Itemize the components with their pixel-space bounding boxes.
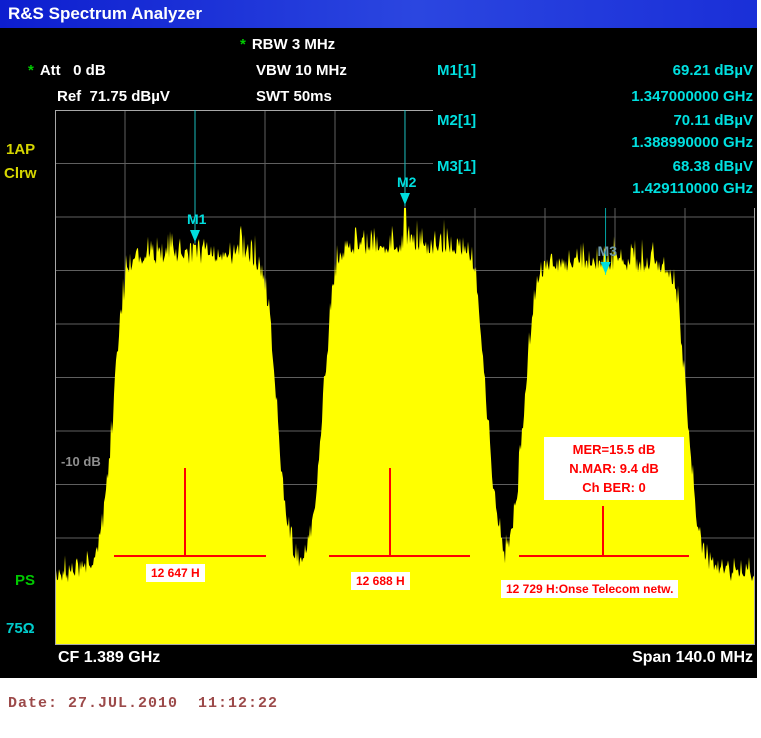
center-frequency-readout: CF 1.389 GHz: [58, 649, 161, 666]
swt-setting: SWT 50ms: [256, 88, 332, 105]
channel-2-horizontal-line: [329, 555, 470, 557]
channel-3-vertical-line: [602, 506, 604, 556]
marker-m1-readout-label: M1[1]: [437, 62, 477, 79]
marker-symbol-M2: [399, 193, 410, 205]
marker-symbol-M3: [600, 262, 611, 274]
span-readout: Span 140.0 MHz: [632, 649, 753, 666]
trace-mode-label-clrw: Clrw: [4, 165, 37, 182]
window-title: R&S Spectrum Analyzer: [8, 4, 202, 23]
marker-symbol-M1: [190, 230, 200, 242]
marker-m2-level: 70.11 dBµV: [673, 112, 753, 129]
date-time-stamp: Date: 27.JUL.2010 11:12:22: [8, 695, 279, 712]
channel-1-vertical-line: [184, 468, 186, 556]
marker-readout-background: [433, 108, 757, 208]
spectrum-plot: M1 M2 M3: [55, 110, 755, 645]
channel-2-label: 12 688 H: [351, 572, 410, 590]
channel-1-horizontal-line: [114, 555, 266, 557]
channel-1-label: 12 647 H: [146, 564, 205, 582]
marker-m3-level: 68.38 dBµV: [672, 158, 753, 175]
channel-3-label: 12 729 H:Onse Telecom netw.: [501, 580, 679, 598]
ps-label: PS: [15, 572, 36, 589]
marker-m1-level: 69.21 dBµV: [672, 62, 753, 79]
impedance-label: 75Ω: [6, 620, 35, 637]
channel-3-horizontal-line: [519, 555, 689, 557]
rbw-value: RBW 3 MHz: [251, 36, 336, 53]
marker-m1-frequency: 1.347000000 GHz: [631, 88, 753, 105]
attenuation-setting: * Att 0 dB: [28, 62, 106, 79]
mer-value: MER=15.5 dB: [572, 442, 656, 457]
rbw-setting: * RBW 3 MHz: [240, 36, 335, 53]
coupled-function-star-icon: *: [28, 62, 34, 79]
window-title-bar: R&S Spectrum Analyzer: [0, 0, 757, 28]
channel-2-vertical-line: [389, 468, 391, 556]
trace-mode-label-1ap: 1AP: [6, 141, 36, 158]
ref-level-setting: Ref 71.75 dBµV: [57, 88, 170, 105]
noise-margin-value: N.MAR: 9.4 dB: [569, 461, 659, 476]
marker-m2-readout-label: M2[1]: [437, 112, 477, 129]
marker-m2-frequency: 1.388990000 GHz: [631, 134, 753, 151]
marker-label-M3: M3: [598, 243, 618, 259]
marker-m3-readout-label: M3[1]: [437, 158, 477, 175]
marker-label-M1: M1: [187, 211, 207, 227]
marker-label-M2: M2: [397, 174, 417, 190]
ref-offset-grid-label: -10 dB: [61, 454, 101, 469]
mer-measurement-box: MER=15.5 dB N.MAR: 9.4 dB Ch BER: 0: [544, 437, 684, 500]
attenuation-value: Att 0 dB: [39, 62, 106, 79]
channel-ber-value: Ch BER: 0: [582, 480, 646, 495]
coupled-function-star-icon: *: [240, 36, 246, 53]
vbw-setting: VBW 10 MHz: [256, 62, 347, 79]
spectrum-trace: [55, 208, 755, 645]
marker-m3-frequency: 1.429110000 GHz: [632, 180, 753, 197]
